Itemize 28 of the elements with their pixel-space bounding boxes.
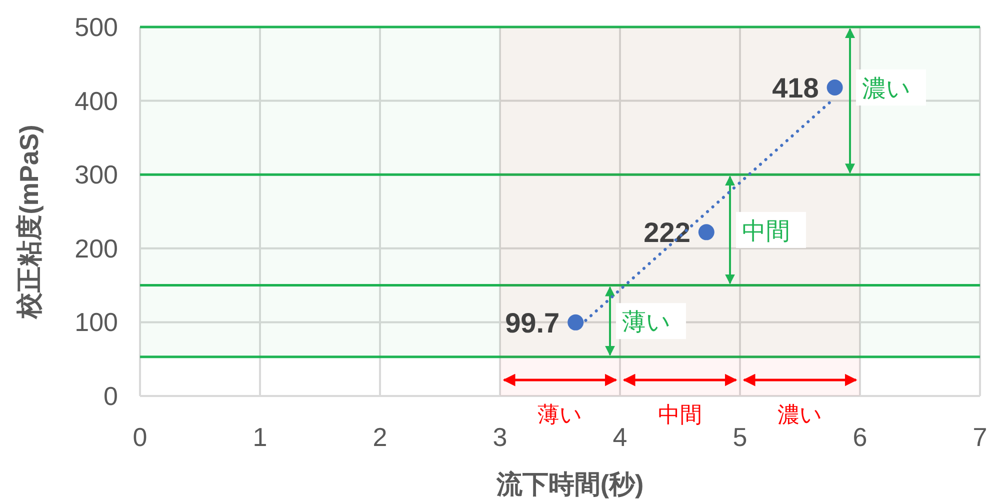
band-label: 濃い (862, 76, 911, 103)
x-tick-label: 2 (372, 422, 388, 452)
x-tick-label: 3 (492, 422, 508, 452)
x-tick-label: 4 (612, 422, 628, 452)
y-tick-label: 500 (74, 12, 118, 42)
band-label: 濃い (778, 402, 822, 427)
x-tick-label: 1 (252, 422, 268, 452)
y-tick-label: 300 (74, 160, 118, 190)
x-tick-label: 5 (732, 422, 748, 452)
data-label: 99.7 (505, 307, 560, 338)
y-tick-label: 0 (104, 381, 118, 411)
y-tick-label: 400 (74, 86, 118, 116)
point (826, 80, 843, 96)
x-tick-label: 0 (132, 422, 148, 452)
y-axis-title: 校正粘度(mPaS) (14, 124, 44, 320)
y-tick-label: 200 (74, 233, 118, 264)
band-label: 中間 (742, 218, 790, 245)
y-tick-label: 100 (74, 307, 118, 338)
x-tick-label: 6 (852, 422, 868, 452)
point (698, 224, 714, 240)
band-label: 薄い (622, 309, 671, 336)
point (568, 314, 584, 330)
band-label: 中間 (658, 402, 702, 427)
x-tick-label: 7 (972, 422, 988, 452)
data-label: 418 (772, 72, 819, 104)
data-label: 222 (644, 217, 690, 248)
x-axis-title: 流下時間(秒) (495, 469, 644, 499)
band-label: 薄い (538, 402, 582, 427)
